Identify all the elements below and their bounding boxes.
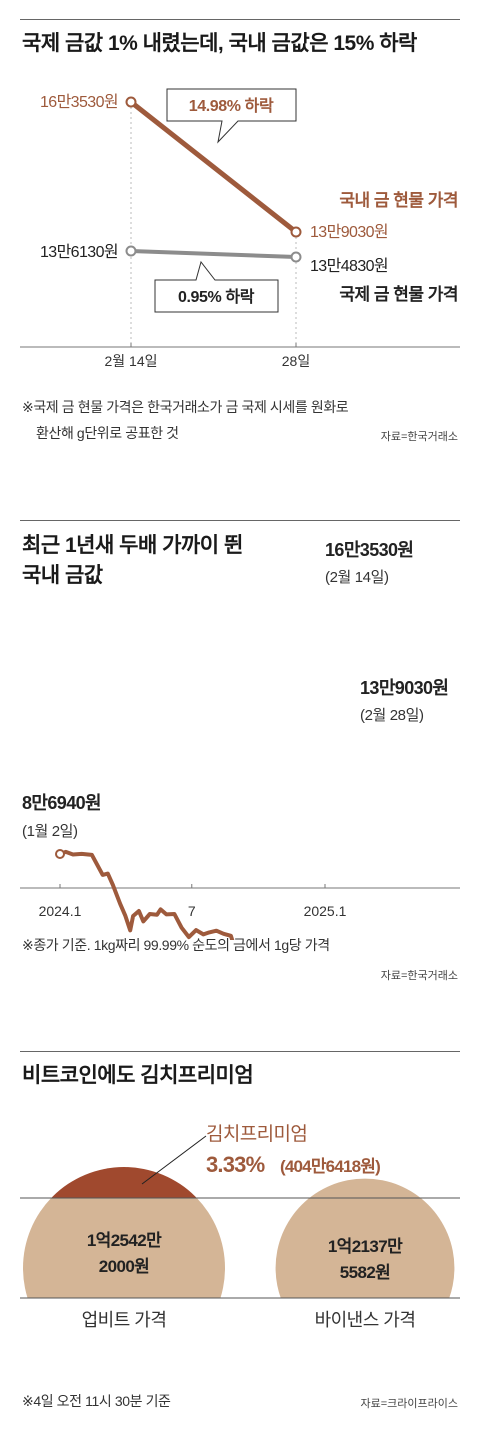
section1-title: 국제 금값 1% 내렸는데, 국내 금값은 15% 하락 xyxy=(22,32,417,55)
chart2-start-value-label: 8만6940원 xyxy=(22,793,101,813)
chart2-peak-date-label: (2월 14일) xyxy=(325,569,389,586)
chart1-domestic-point-end xyxy=(290,226,302,238)
section2-title-line2: 국내 금값 xyxy=(22,564,103,587)
chart1-international-series-name: 국제 금 현물 가격 xyxy=(339,285,458,304)
section3-note: ※4일 오전 11시 30분 기준 xyxy=(22,1393,171,1409)
chart3-binance-value-line1: 1억2137만 xyxy=(328,1237,403,1256)
chart1-international-line xyxy=(129,249,298,259)
section3-top-rule xyxy=(20,1051,460,1052)
chart1-domestic-callout-box xyxy=(166,88,297,144)
chart1-x-tick-label-1: 2월 14일 xyxy=(104,353,157,369)
chart1-international-callout-box xyxy=(154,260,279,313)
chart1-domestic-end-label: 13만9030원 xyxy=(310,223,388,241)
chart3-premium-label: 김치프리미엄 xyxy=(206,1123,307,1145)
chart3-binance-bubble xyxy=(275,1178,455,1298)
chart2-x-tick-label-1: 2024.1 xyxy=(39,903,82,919)
chart1-svg: 2월 14일 28일 16만3530원 13만9030원 국내 금 현물 가격 … xyxy=(20,88,460,369)
chart1-domestic-start-label: 16만3530원 xyxy=(40,93,118,111)
section1-top-rule xyxy=(20,19,460,20)
chart1-international-point-end xyxy=(290,251,302,263)
chart1-x-tick-label-2: 28일 xyxy=(282,353,310,369)
chart3-upbit-value-line1: 1억2542만 xyxy=(87,1231,162,1250)
chart3-premium-leader-line xyxy=(141,1135,207,1185)
section2-top-rule xyxy=(20,520,460,521)
section2-note: ※종가 기준. 1kg짜리 99.99% 순도의 금에서 1g당 가격 xyxy=(22,937,330,953)
chart3-binance-category-label: 바이낸스 가격 xyxy=(315,1310,416,1330)
chart3-binance-value-line2: 5582원 xyxy=(340,1263,390,1282)
section1-note-line2: 환산해 g단위로 공표한 것 xyxy=(36,425,179,441)
chart3-upbit-premium-cap xyxy=(51,1167,197,1198)
section1-note-line1: ※국제 금 현물 가격은 한국거래소가 금 국제 시세를 원화로 xyxy=(22,399,349,415)
chart2-peak-value-label: 16만3530원 xyxy=(325,540,413,560)
section2-source: 자료=한국거래소 xyxy=(380,970,458,982)
chart3-upbit-bubble xyxy=(23,1198,225,1298)
section2-title-line1: 최근 1년새 두배 가까이 뛴 xyxy=(22,534,243,557)
chart2-svg: 2024.1 7 2025.1 8만6940원 (1월 2일) 16만3530원 (… xyxy=(20,540,460,940)
section1-source: 자료=한국거래소 xyxy=(380,431,458,443)
chart3-svg: 김치프리미엄 3.33% (404만6418원) 1억2542만 2000원 1… xyxy=(20,1123,460,1330)
chart3-premium-amount: (404만6418원) xyxy=(280,1157,380,1176)
chart1-domestic-change-label: 14.98% 하락 xyxy=(189,96,274,115)
section3-source: 자료=크라이프라이스 xyxy=(360,1398,458,1410)
section3-title: 비트코인에도 김치프리미엄 xyxy=(22,1064,254,1087)
chart3-upbit-category-label: 업비트 가격 xyxy=(82,1310,167,1330)
chart1-international-change-label: 0.95% 하락 xyxy=(178,287,255,306)
chart1-domestic-series-name: 국내 금 현물 가격 xyxy=(339,191,458,210)
chart2-x-tick-label-3: 2025.1 xyxy=(304,903,347,919)
chart3-premium-pct: 3.33% xyxy=(206,1152,265,1177)
chart1-domestic-line xyxy=(128,99,299,235)
chart1-international-end-label: 13만4830원 xyxy=(310,257,388,275)
chart2-x-tick-label-2: 7 xyxy=(188,903,196,919)
chart2-start-date-label: (1월 2일) xyxy=(22,823,78,840)
chart2-end-date-label: (2월 28일) xyxy=(360,707,424,724)
chart2-start-point xyxy=(55,849,65,859)
chart1-international-point-start xyxy=(125,245,137,257)
chart2-end-value-label: 13만9030원 xyxy=(360,678,448,698)
chart1-international-start-label: 13만6130원 xyxy=(40,243,118,261)
chart2-domestic-price-line xyxy=(58,849,235,940)
chart3-upbit-value-line2: 2000원 xyxy=(99,1257,149,1276)
chart1-domestic-point-start xyxy=(125,96,137,108)
